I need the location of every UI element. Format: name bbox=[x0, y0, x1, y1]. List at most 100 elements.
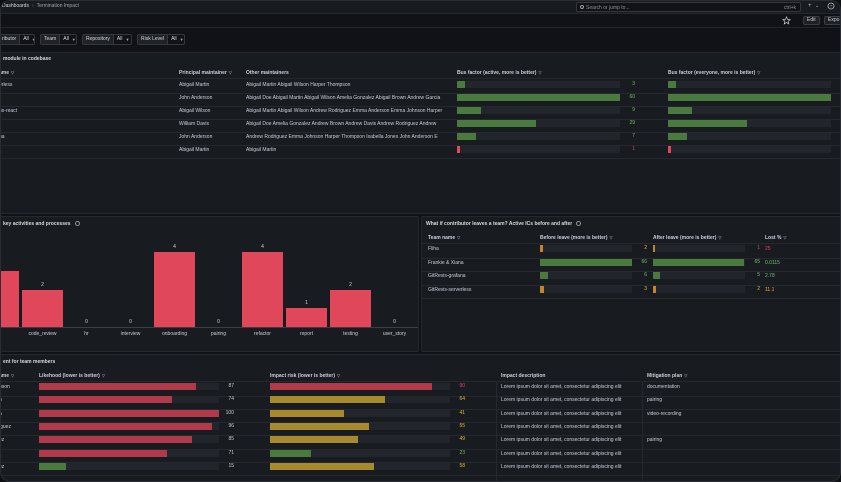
filter-icon[interactable]: ▽ bbox=[718, 235, 722, 240]
dashboard-toolbar: Edit Expo bbox=[0, 14, 841, 28]
bar-category-label: user_story bbox=[382, 331, 407, 337]
filter-icon[interactable]: ▽ bbox=[337, 373, 341, 378]
table-row[interactable]: na John Anderson Andrew Rodriguez Emma Joh… bbox=[0, 133, 840, 146]
gauge-fill bbox=[270, 422, 369, 430]
column-header-after[interactable]: After leave (more is better) ▽ bbox=[653, 235, 721, 241]
bar-refactor[interactable] bbox=[242, 252, 283, 327]
cell-description: Lorem ipsum dolor sit amet, consectetur … bbox=[501, 463, 622, 470]
cell-mitigation: pairing bbox=[647, 397, 663, 404]
column-header-description[interactable]: Impact description bbox=[501, 373, 545, 379]
info-icon[interactable] bbox=[576, 221, 582, 227]
table-row[interactable]: 71 23 Lorem ipsum dolor sit amet, consecte… bbox=[0, 449, 840, 463]
bar-value-label: 2 bbox=[349, 281, 352, 288]
column-header-name[interactable]: ame ▽ bbox=[0, 70, 14, 76]
help-icon[interactable]: ? bbox=[827, 2, 835, 11]
bar-testing[interactable] bbox=[330, 289, 371, 327]
column-header-before[interactable]: Before leave (more is better) ▽ bbox=[540, 235, 613, 241]
gauge-track bbox=[457, 146, 620, 153]
table-row[interactable]: John Anderson Abigail Doe Abigail Martin … bbox=[0, 94, 840, 107]
svg-text:?: ? bbox=[830, 4, 833, 9]
gauge-fill bbox=[270, 449, 312, 457]
column-header-others[interactable]: Other maintainers bbox=[246, 70, 289, 76]
gauge-value: 5 bbox=[757, 272, 760, 278]
table-row[interactable]: ps-react Abigail Wilson Abigail Martin Abi… bbox=[0, 107, 840, 120]
table-row[interactable]: erless Abigail Martin Abigail Martin Abiga… bbox=[0, 81, 840, 94]
variable-value: All bbox=[116, 36, 123, 42]
breadcrumb-dashboards[interactable]: Dashboards bbox=[2, 3, 29, 9]
variable-repository[interactable]: Repository All ▼ bbox=[82, 34, 132, 45]
table-row[interactable]: Frankie & Xiana 66 65 0.0115 bbox=[422, 258, 840, 272]
bar-code_review[interactable] bbox=[22, 289, 63, 327]
table-row[interactable]: Fliha 2 1 25 bbox=[422, 245, 840, 258]
bar-category-label: onboarding bbox=[161, 331, 188, 337]
filter-icon[interactable]: ▽ bbox=[457, 235, 461, 240]
filter-icon[interactable]: ▽ bbox=[783, 235, 787, 240]
table-row[interactable]: GitRevis-grafana 6 5 2.78 bbox=[422, 272, 840, 285]
table-row[interactable]: Abigail Martin Abigail Martin 1 1 bbox=[0, 146, 840, 159]
variable-risk-level[interactable]: Risk Level All ▼ bbox=[137, 34, 185, 45]
table-row[interactable]: iguez 96 55 Lorem ipsum dolor sit amet, con… bbox=[0, 422, 840, 436]
search-input[interactable]: Search or jump to... ctrl+k bbox=[576, 2, 801, 12]
cell-others: Andrew Rodriguez Emma Johnson Harper Tho… bbox=[246, 134, 438, 140]
variable-label: ributor bbox=[0, 35, 21, 44]
gauge-track bbox=[457, 94, 620, 101]
gauge-track bbox=[668, 94, 831, 101]
column-header-team[interactable]: Team name ▽ bbox=[428, 235, 460, 241]
export-button[interactable]: Expo bbox=[824, 16, 841, 25]
bar-report[interactable] bbox=[286, 308, 327, 327]
panel-title: module in codebase bbox=[3, 56, 52, 62]
column-header-active[interactable]: Bus factor (active, more is better) ▽ bbox=[457, 70, 542, 76]
x-axis-line bbox=[0, 327, 418, 328]
bar-first[interactable] bbox=[0, 270, 19, 327]
gauge-value: 29 bbox=[830, 120, 840, 126]
bar-onboarding[interactable] bbox=[154, 252, 195, 327]
gauge-track bbox=[668, 81, 831, 88]
column-header-label: Other maintainers bbox=[246, 70, 289, 76]
star-icon[interactable] bbox=[782, 15, 791, 27]
filter-icon[interactable]: ▽ bbox=[684, 373, 688, 378]
column-header-everyone[interactable]: Bus factor (everyone, more is better) ▽ bbox=[668, 70, 760, 76]
table-row[interactable]: ez 15 58 Lorem ipsum dolor sit amet, consec… bbox=[0, 462, 840, 476]
gauge-value: 71 bbox=[228, 449, 234, 456]
table-row[interactable]: pson 87 90 Lorem ipsum dolor sit amet, cons… bbox=[0, 383, 840, 396]
chevron-down-icon[interactable]: ⌄ bbox=[815, 3, 820, 9]
filter-icon[interactable]: ▽ bbox=[101, 373, 105, 378]
table-row[interactable]: a 100 41 Lorem ipsum dolor sit amet, consec… bbox=[0, 409, 840, 423]
filter-icon[interactable]: ▽ bbox=[757, 70, 761, 75]
column-header-mitigation[interactable]: Mitigation plan ▽ bbox=[647, 373, 687, 379]
gauge-track bbox=[668, 133, 831, 140]
column-header-label: Bus factor (everyone, more is better) bbox=[668, 70, 756, 76]
variable-team[interactable]: Team All ▼ bbox=[40, 34, 77, 45]
cell-description: Lorem ipsum dolor sit amet, consectetur … bbox=[501, 437, 622, 444]
column-header-name[interactable]: ame ▽ bbox=[0, 373, 14, 379]
cell-team: Fliha bbox=[428, 246, 439, 252]
column-header-likehood[interactable]: Likehood (lower is better) ▽ bbox=[39, 373, 105, 379]
plus-icon[interactable]: + bbox=[808, 3, 812, 9]
gauge-track bbox=[270, 462, 450, 470]
gauge-track bbox=[653, 258, 745, 266]
cell-name: erless bbox=[0, 82, 13, 88]
column-header-impact[interactable]: Impact risk (lower is better) ▽ bbox=[270, 373, 340, 379]
filter-icon[interactable]: ▽ bbox=[538, 70, 542, 75]
gauge-track bbox=[39, 383, 219, 390]
info-icon[interactable] bbox=[74, 221, 80, 227]
table-row[interactable]: GitRevis-serverless 3 2 11.1 bbox=[422, 285, 840, 299]
column-header-label: ame bbox=[0, 70, 10, 76]
filter-icon[interactable]: ▽ bbox=[11, 70, 15, 75]
row-divider bbox=[422, 271, 840, 272]
edit-button[interactable]: Edit bbox=[803, 16, 820, 25]
chevron-down-icon: ▼ bbox=[125, 37, 130, 42]
filter-icon[interactable]: ▽ bbox=[609, 235, 613, 240]
breadcrumb-separator: › bbox=[31, 3, 34, 9]
filter-icon[interactable]: ▽ bbox=[228, 70, 232, 75]
row-divider bbox=[0, 132, 840, 133]
column-header-principal[interactable]: Principal maintainer ▽ bbox=[179, 70, 232, 76]
table-row[interactable]: n 74 64 Lorem ipsum dolor sit amet, consect… bbox=[0, 396, 840, 409]
gauge-fill bbox=[653, 258, 744, 266]
table-row[interactable]: William Davis Abigail Doe Amelia Gonzalez… bbox=[0, 120, 840, 133]
table-row[interactable]: ez 85 49 Lorem ipsum dolor sit amet, consec… bbox=[0, 436, 840, 449]
column-header-lost[interactable]: Lost % ▽ bbox=[765, 235, 786, 241]
filter-icon[interactable]: ▽ bbox=[11, 373, 15, 378]
gauge-track bbox=[270, 396, 450, 404]
